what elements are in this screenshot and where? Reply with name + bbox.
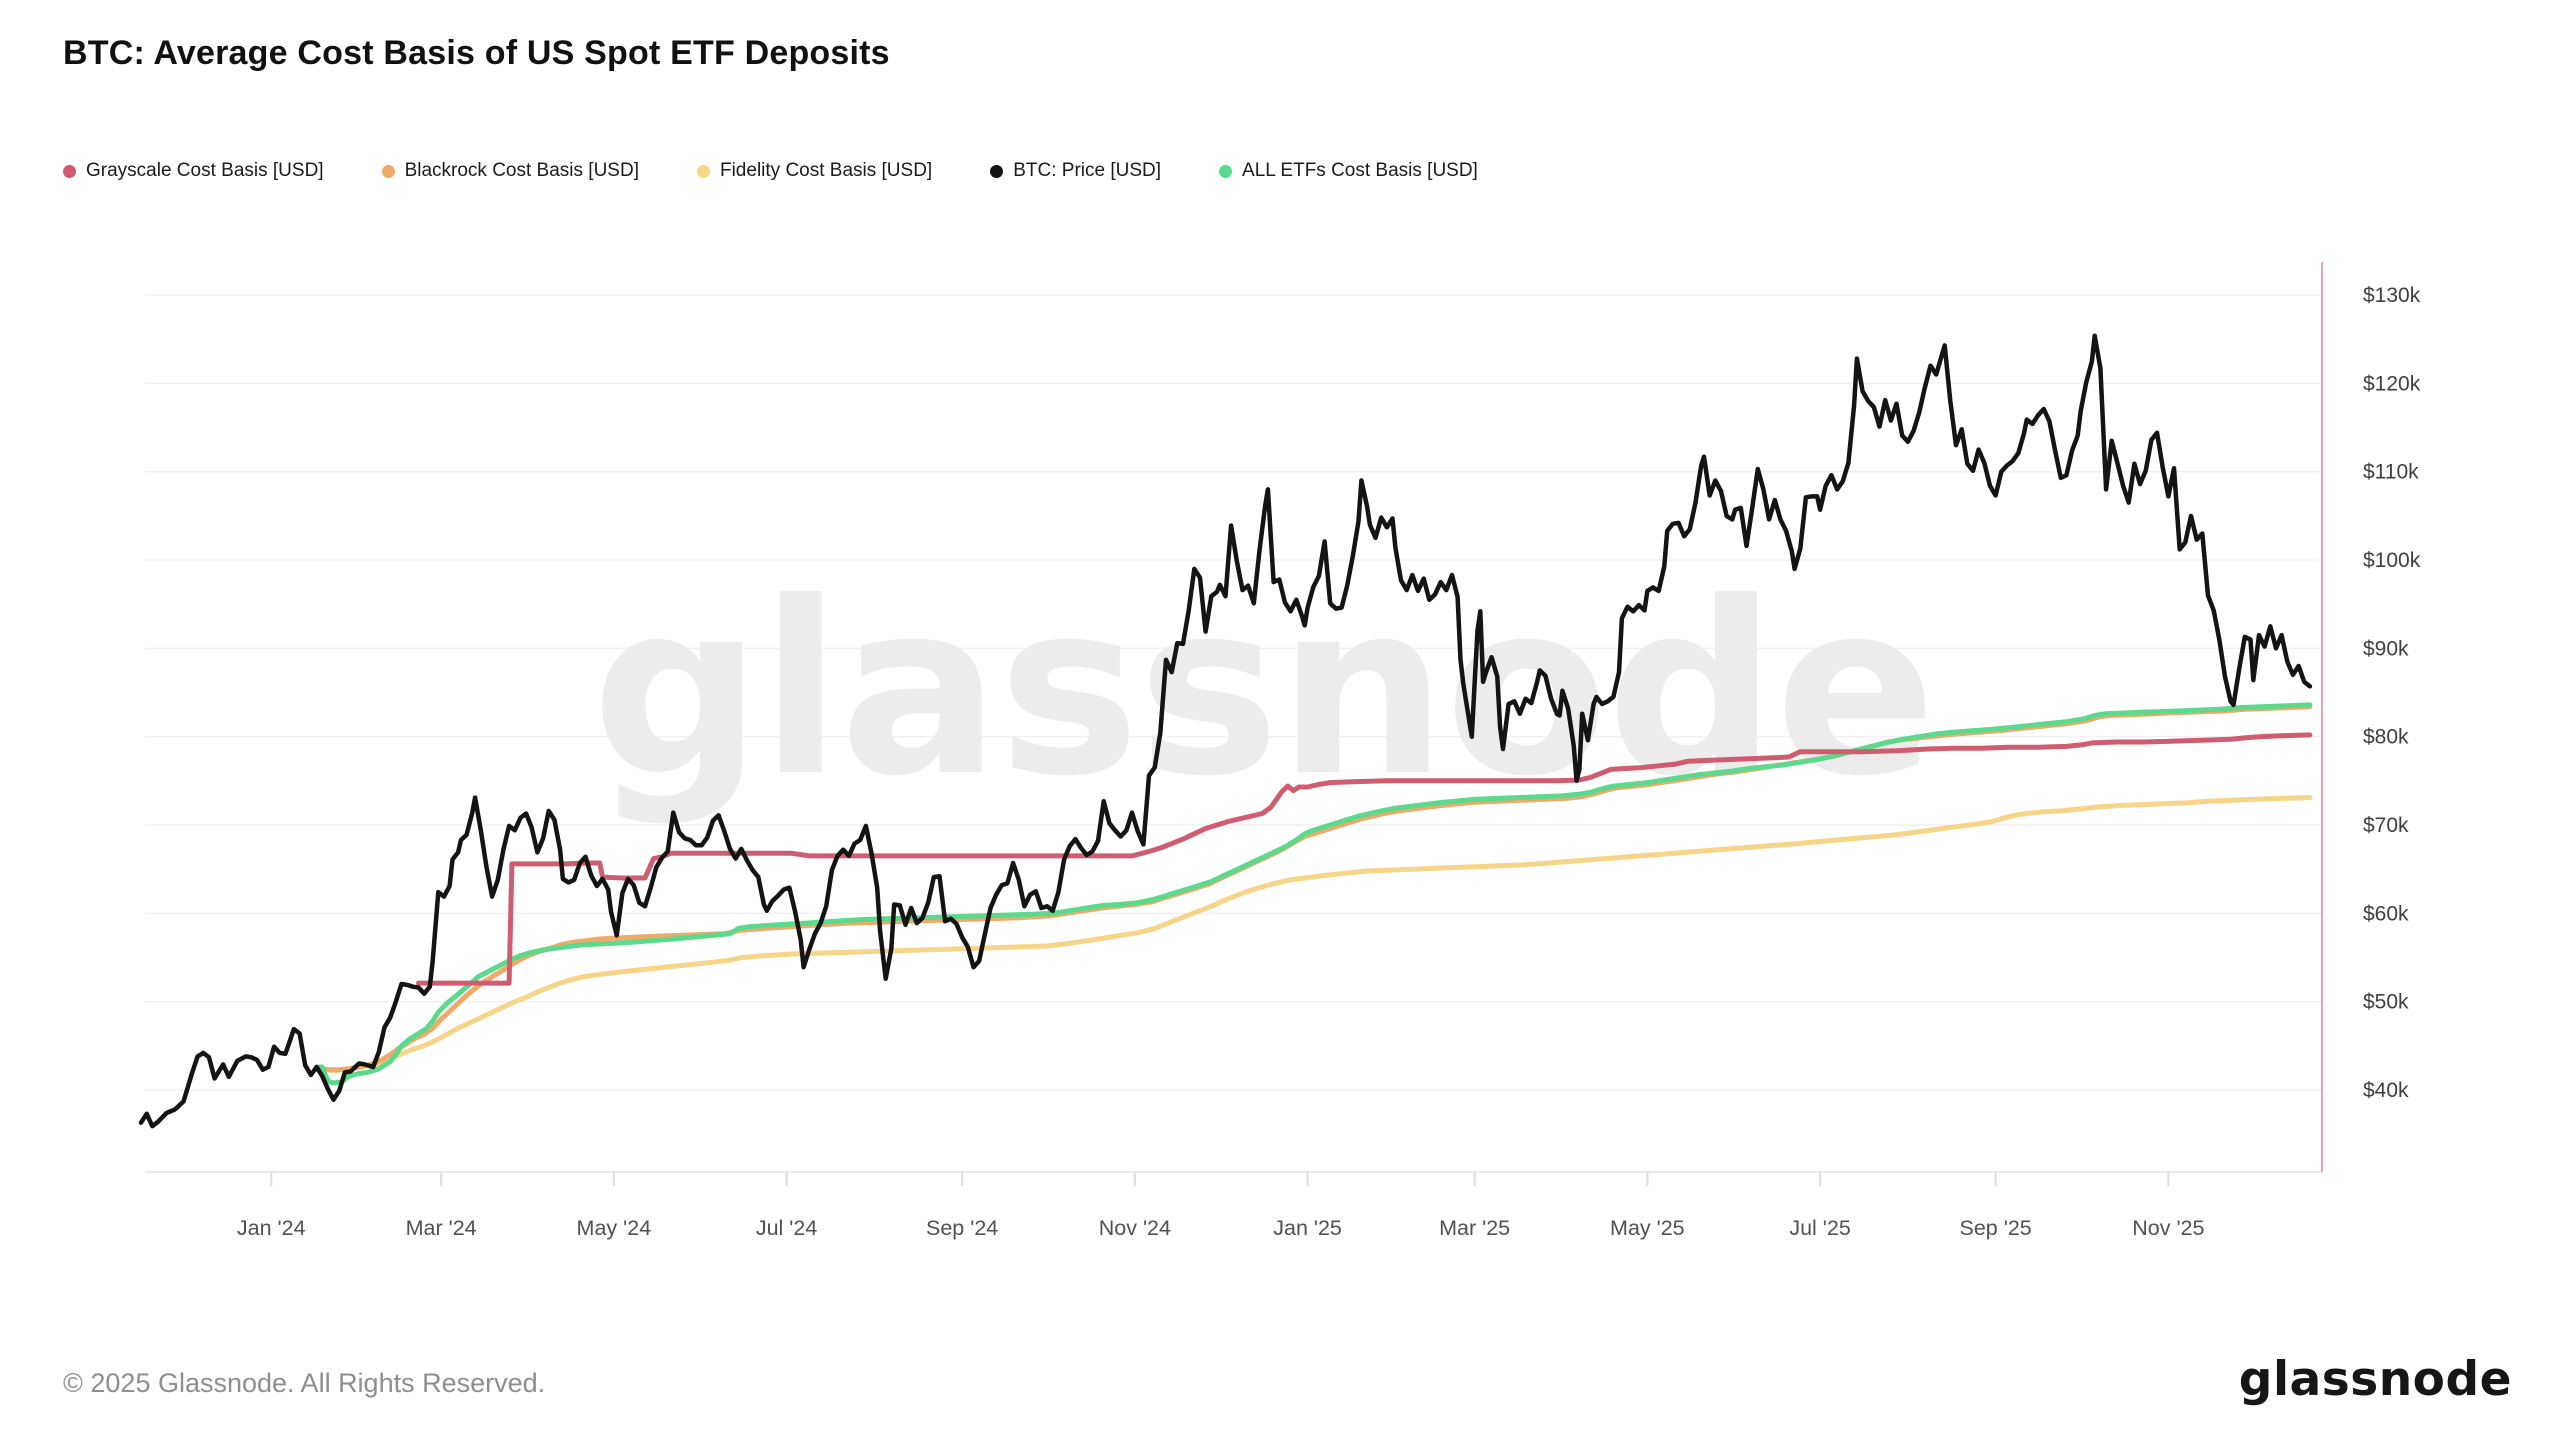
legend-item-0[interactable]: Grayscale Cost Basis [USD] xyxy=(63,160,324,182)
legend-label: Blackrock Cost Basis [USD] xyxy=(404,160,639,181)
series-grayscale-cost-basis-usd- xyxy=(416,732,2313,986)
x-axis-label: Sep '25 xyxy=(1960,1216,2032,1240)
x-axis-label: Jan '24 xyxy=(237,1216,306,1240)
legend-dot-icon xyxy=(63,164,76,178)
legend-dot-icon xyxy=(1219,164,1233,178)
legend-label: ALL ETFs Cost Basis [USD] xyxy=(1242,160,1478,181)
x-axis-label: Nov '25 xyxy=(2132,1216,2204,1240)
x-axis-label: Nov '24 xyxy=(1099,1216,1171,1240)
y-axis-label: $50k xyxy=(2363,991,2409,1014)
x-axis-label: Jan '25 xyxy=(1273,1216,1342,1240)
x-axis-label: Sep '24 xyxy=(926,1216,998,1240)
glassnode-watermark: glassnode xyxy=(592,552,1935,829)
series-btc-price-usd- xyxy=(138,333,2313,1129)
y-axis-label: $110k xyxy=(2363,461,2419,484)
y-axis-label: $40k xyxy=(2363,1079,2409,1102)
series-fidelity-cost-basis-usd- xyxy=(314,795,2313,1074)
x-axis-label: May '25 xyxy=(1610,1216,1685,1240)
legend-dot-icon xyxy=(696,164,710,178)
legend-item-2[interactable]: Fidelity Cost Basis [USD] xyxy=(696,160,933,182)
x-axis-label: May '24 xyxy=(577,1216,652,1240)
legend-label: Fidelity Cost Basis [USD] xyxy=(719,160,933,181)
chart-legend: Grayscale Cost Basis [USD] Blackrock Cost… xyxy=(63,160,1478,182)
legend-label: BTC: Price [USD] xyxy=(1013,160,1162,181)
legend-dot-icon xyxy=(381,164,395,178)
y-axis-label: $130k xyxy=(2363,284,2421,307)
y-axis-label: $60k xyxy=(2363,902,2409,925)
chart-title: BTC: Average Cost Basis of US Spot ETF D… xyxy=(63,34,890,72)
legend-item-3[interactable]: BTC: Price [USD] xyxy=(990,160,1161,182)
x-axis-label: Jul '24 xyxy=(756,1216,818,1240)
x-axis-label: Mar '25 xyxy=(1439,1216,1510,1240)
x-axis-label: Mar '24 xyxy=(406,1216,477,1240)
legend-item-4[interactable]: ALL ETFs Cost Basis [USD] xyxy=(1219,160,1478,182)
legend-dot-icon xyxy=(990,164,1004,178)
glassnode-logo: glassnode xyxy=(2238,1352,2512,1407)
legend-label: Grayscale Cost Basis [USD] xyxy=(86,160,324,181)
y-axis-label: $100k xyxy=(2363,549,2421,572)
y-axis-label: $80k xyxy=(2363,726,2409,749)
copyright-text: © 2025 Glassnode. All Rights Reserved. xyxy=(63,1368,546,1398)
y-axis-label: $70k xyxy=(2363,814,2409,837)
series-all-etfs-cost-basis-usd- xyxy=(314,702,2313,1086)
y-axis-label: $120k xyxy=(2363,372,2421,395)
x-axis-label: Jul '25 xyxy=(1789,1216,1851,1240)
legend-item-1[interactable]: Blackrock Cost Basis [USD] xyxy=(381,160,639,182)
y-axis-label: $90k xyxy=(2363,637,2409,660)
